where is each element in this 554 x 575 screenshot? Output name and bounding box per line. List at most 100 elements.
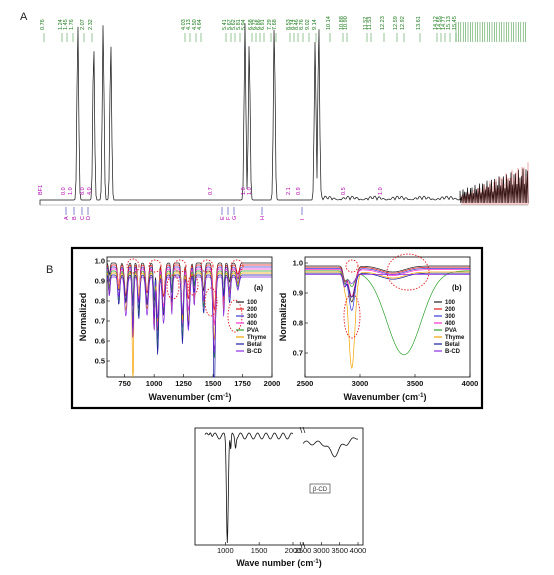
legend-label-300: 300 [445, 314, 456, 320]
break-mark [302, 426, 306, 434]
y-tick-label: 0.7 [293, 349, 303, 358]
panel-b-b: 2500 3000 3500 4000 0.7 0.8 0.9 1.0 10020030040… [278, 253, 479, 402]
x-tick-label: 4000 [350, 546, 367, 555]
panel-label-a: A [20, 11, 28, 23]
peak-label: 0.76 [40, 19, 46, 30]
peak-label: 10.88 [339, 16, 345, 30]
legend-label-300: 300 [247, 314, 258, 320]
peak-label: 10.14 [326, 16, 332, 30]
marker-label: D [86, 216, 92, 220]
legend-label-PVA: PVA [247, 328, 260, 334]
y-tick-label: 0.8 [95, 297, 105, 306]
integral-label: 0.9 [296, 187, 302, 195]
highlight-ellipse [126, 258, 140, 274]
panel-a-spectrum-line [39, 23, 529, 205]
marker-label: H [260, 216, 266, 220]
series-line-200 [305, 266, 470, 298]
y-tick-label: 0.5 [95, 357, 105, 366]
break-mark [299, 426, 303, 434]
panel-b-a-ylabel: Normalized [78, 293, 88, 342]
peak-label: 8.46 [294, 19, 300, 30]
highlight-ellipse [173, 259, 187, 273]
peak-label: 4.50 [192, 19, 198, 30]
panel-a-spectrum: 0.76 1.24 1.45 1.76 2.07 2.32 4.03 4.13 4.50 4.64… [38, 16, 529, 220]
y-tick-label: 0.9 [293, 289, 303, 298]
peak-label: 12.23 [380, 16, 386, 30]
series-line-300 [305, 268, 470, 311]
peak-label: 8.74 [290, 19, 296, 30]
marker-label: F [226, 216, 232, 220]
series-line-B-CD [106, 276, 272, 354]
x-tick-label: 1750 [234, 379, 251, 388]
highlight-ellipse [187, 274, 199, 296]
marker-label: G [232, 216, 238, 220]
peak-label: 1.45 [63, 19, 69, 30]
integral-label: 0.5 [341, 187, 347, 195]
integral-label: 1.0 [247, 187, 253, 195]
highlight-ellipse [166, 274, 180, 300]
peak-label: 15.13 [446, 16, 452, 30]
peak-label: 14.77 [441, 16, 447, 30]
panel-b-a-xlabel-end: ) [229, 392, 232, 402]
marker-label: E [220, 216, 226, 220]
peak-label: 6.86 [256, 19, 262, 30]
panel-b-b-tag: (b) [452, 283, 462, 292]
legend-label-Betal: Betal [247, 342, 262, 348]
peak-label: 7.29 [267, 19, 273, 30]
panel-b-a-xlabel-main: Wavenumber (cm [148, 392, 223, 402]
marker-label: C [80, 216, 86, 220]
legend-label-400: 400 [247, 321, 258, 327]
panel-b-b-ylabel: Normalized [278, 293, 288, 342]
peak-label: 1.24 [58, 19, 64, 30]
legend-label-100: 100 [445, 300, 456, 306]
peak-label: 6.91 [260, 19, 266, 30]
peak-label: 9.02 [305, 19, 311, 30]
peak-label: 12.59 [393, 16, 399, 30]
panel-b-a: 750 1000 1250 1500 1750 2000 0.5 0.6 0.7 0.8 0.9 1.… [78, 257, 280, 403]
panel-label-b: B [46, 264, 53, 276]
peak-label: 4.03 [181, 19, 187, 30]
panel-b-b-lines [305, 253, 471, 370]
integral-label: 4.0 [87, 187, 93, 195]
panel-a-integral-labels: BF1 0.0 1.0 8.0 4.0 0.7 1.0 1.0 2.1 0.9 0.5 1.0 [38, 185, 384, 195]
series-line-Betal [305, 272, 470, 298]
panel-b-a-tag: (a) [254, 283, 264, 292]
panel-b-b-plot-area [304, 256, 471, 378]
panel-c-xlabel-end: ) [319, 558, 322, 568]
highlight-ellipse [345, 259, 359, 273]
panel-c-xlabel-main: Wave number (cm [236, 558, 313, 568]
panel-c-plot-area [194, 427, 364, 546]
x-tick-label: 1250 [175, 379, 192, 388]
integral-label: 8.0 [80, 187, 86, 195]
marker-label: A [64, 216, 70, 220]
peak-label: 5.41 [222, 19, 228, 30]
x-tick-label: 750 [118, 379, 131, 388]
highlight-ellipse [230, 259, 244, 273]
y-tick-label: 0.9 [95, 277, 105, 286]
legend-label-PVA: PVA [445, 328, 458, 334]
y-tick-label: 0.7 [95, 317, 105, 326]
peak-label: 6.58 [248, 19, 254, 30]
x-tick-label: 3500 [331, 546, 348, 555]
break-mark [302, 541, 306, 549]
panel-b-b-ticks: 2500 3000 3500 4000 0.7 0.8 0.9 1.0 [293, 259, 479, 389]
panel-b-b-xlabel-main: Wavenumber (cm [343, 392, 418, 402]
peak-label: 11.53 [367, 17, 373, 30]
panel-b-frame [70, 246, 484, 410]
highlight-ellipse [386, 253, 430, 291]
peak-label: 5.67 [227, 19, 233, 30]
peak-label: 5.62 [231, 19, 237, 30]
panel-c-xlabel-sup: -1 [313, 559, 319, 565]
peak-label: 5.94 [241, 19, 247, 30]
peak-label: 12.92 [400, 16, 406, 30]
panel-b-b-xlabel-end: ) [424, 392, 427, 402]
panel-c-spectrum-line [204, 432, 359, 543]
highlight-ellipse [200, 259, 214, 273]
legend-label-B-CD: B-CD [247, 349, 263, 355]
peak-label: 10.90 [343, 16, 349, 30]
panel-b-a-ticks: 750 1000 1250 1500 1750 2000 0.5 0.6 0.7 0.8 0.9 1.… [95, 257, 281, 389]
peak-label: 7.68 [272, 19, 278, 30]
legend-label-100: 100 [247, 300, 258, 306]
